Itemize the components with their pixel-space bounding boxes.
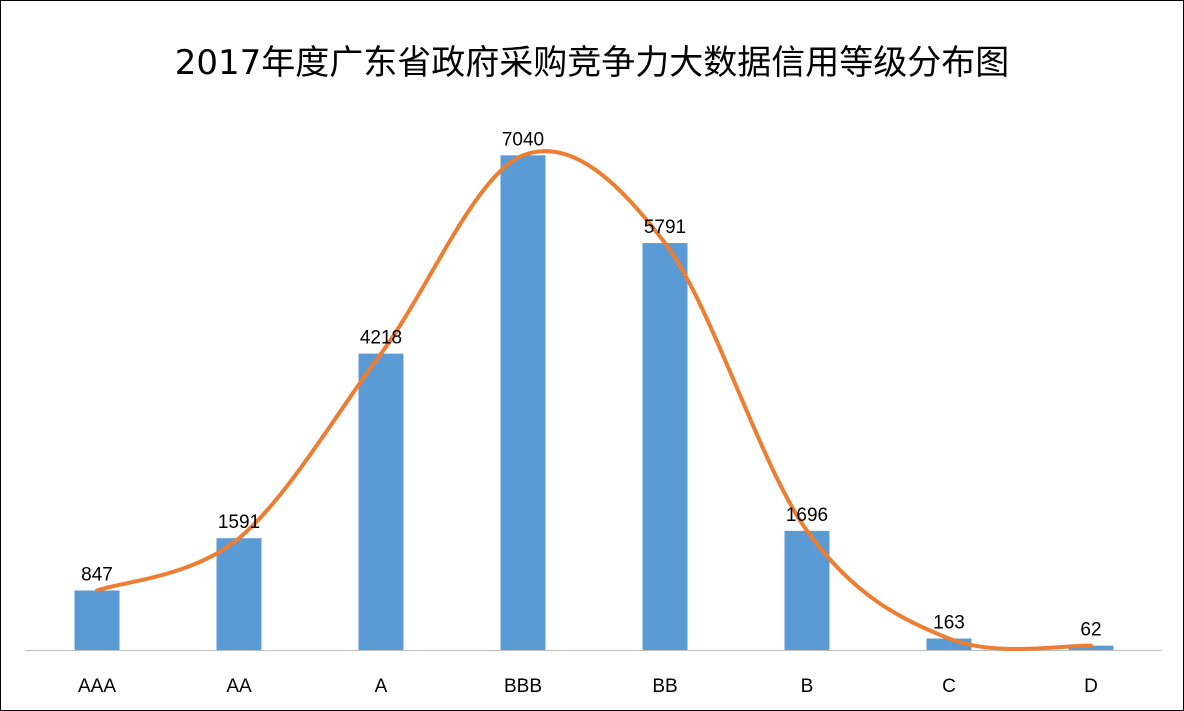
x-tick-label-aa: AA bbox=[226, 676, 252, 697]
data-labels-group: 847 1591 4218 7040 5791 1696 163 62 bbox=[81, 129, 1101, 640]
x-tick-label-aaa: AAA bbox=[78, 676, 116, 697]
chart-title: 2017年度广东省政府采购竞争力大数据信用等级分布图 bbox=[174, 43, 1010, 83]
bar-aaa bbox=[74, 590, 120, 650]
bar-bb bbox=[642, 243, 688, 650]
x-tick-label-b: B bbox=[801, 676, 814, 697]
x-tick-label-bbb: BBB bbox=[504, 676, 542, 697]
bar-c bbox=[926, 638, 972, 650]
x-tick-label-c: C bbox=[942, 676, 956, 697]
bar-a bbox=[358, 353, 404, 650]
x-tick-labels-group: AAA AA A BBB BB B C D bbox=[78, 676, 1098, 697]
data-label-b: 1696 bbox=[786, 505, 828, 526]
bars-group bbox=[74, 155, 1114, 650]
bar-bbb bbox=[500, 155, 546, 650]
x-tick-label-a: A bbox=[375, 676, 388, 697]
data-label-aaa: 847 bbox=[81, 564, 113, 585]
data-label-bbb: 7040 bbox=[502, 129, 544, 150]
trend-curve bbox=[95, 149, 1093, 651]
data-label-a: 4218 bbox=[360, 328, 402, 349]
data-label-aa: 1591 bbox=[218, 512, 260, 533]
data-label-d: 62 bbox=[1080, 620, 1101, 641]
x-tick-label-d: D bbox=[1084, 676, 1098, 697]
bar-d bbox=[1068, 645, 1114, 650]
data-label-bb: 5791 bbox=[644, 217, 686, 238]
bar-aa bbox=[216, 538, 262, 650]
data-label-c: 163 bbox=[933, 613, 965, 634]
x-tick-label-bb: BB bbox=[652, 676, 677, 697]
